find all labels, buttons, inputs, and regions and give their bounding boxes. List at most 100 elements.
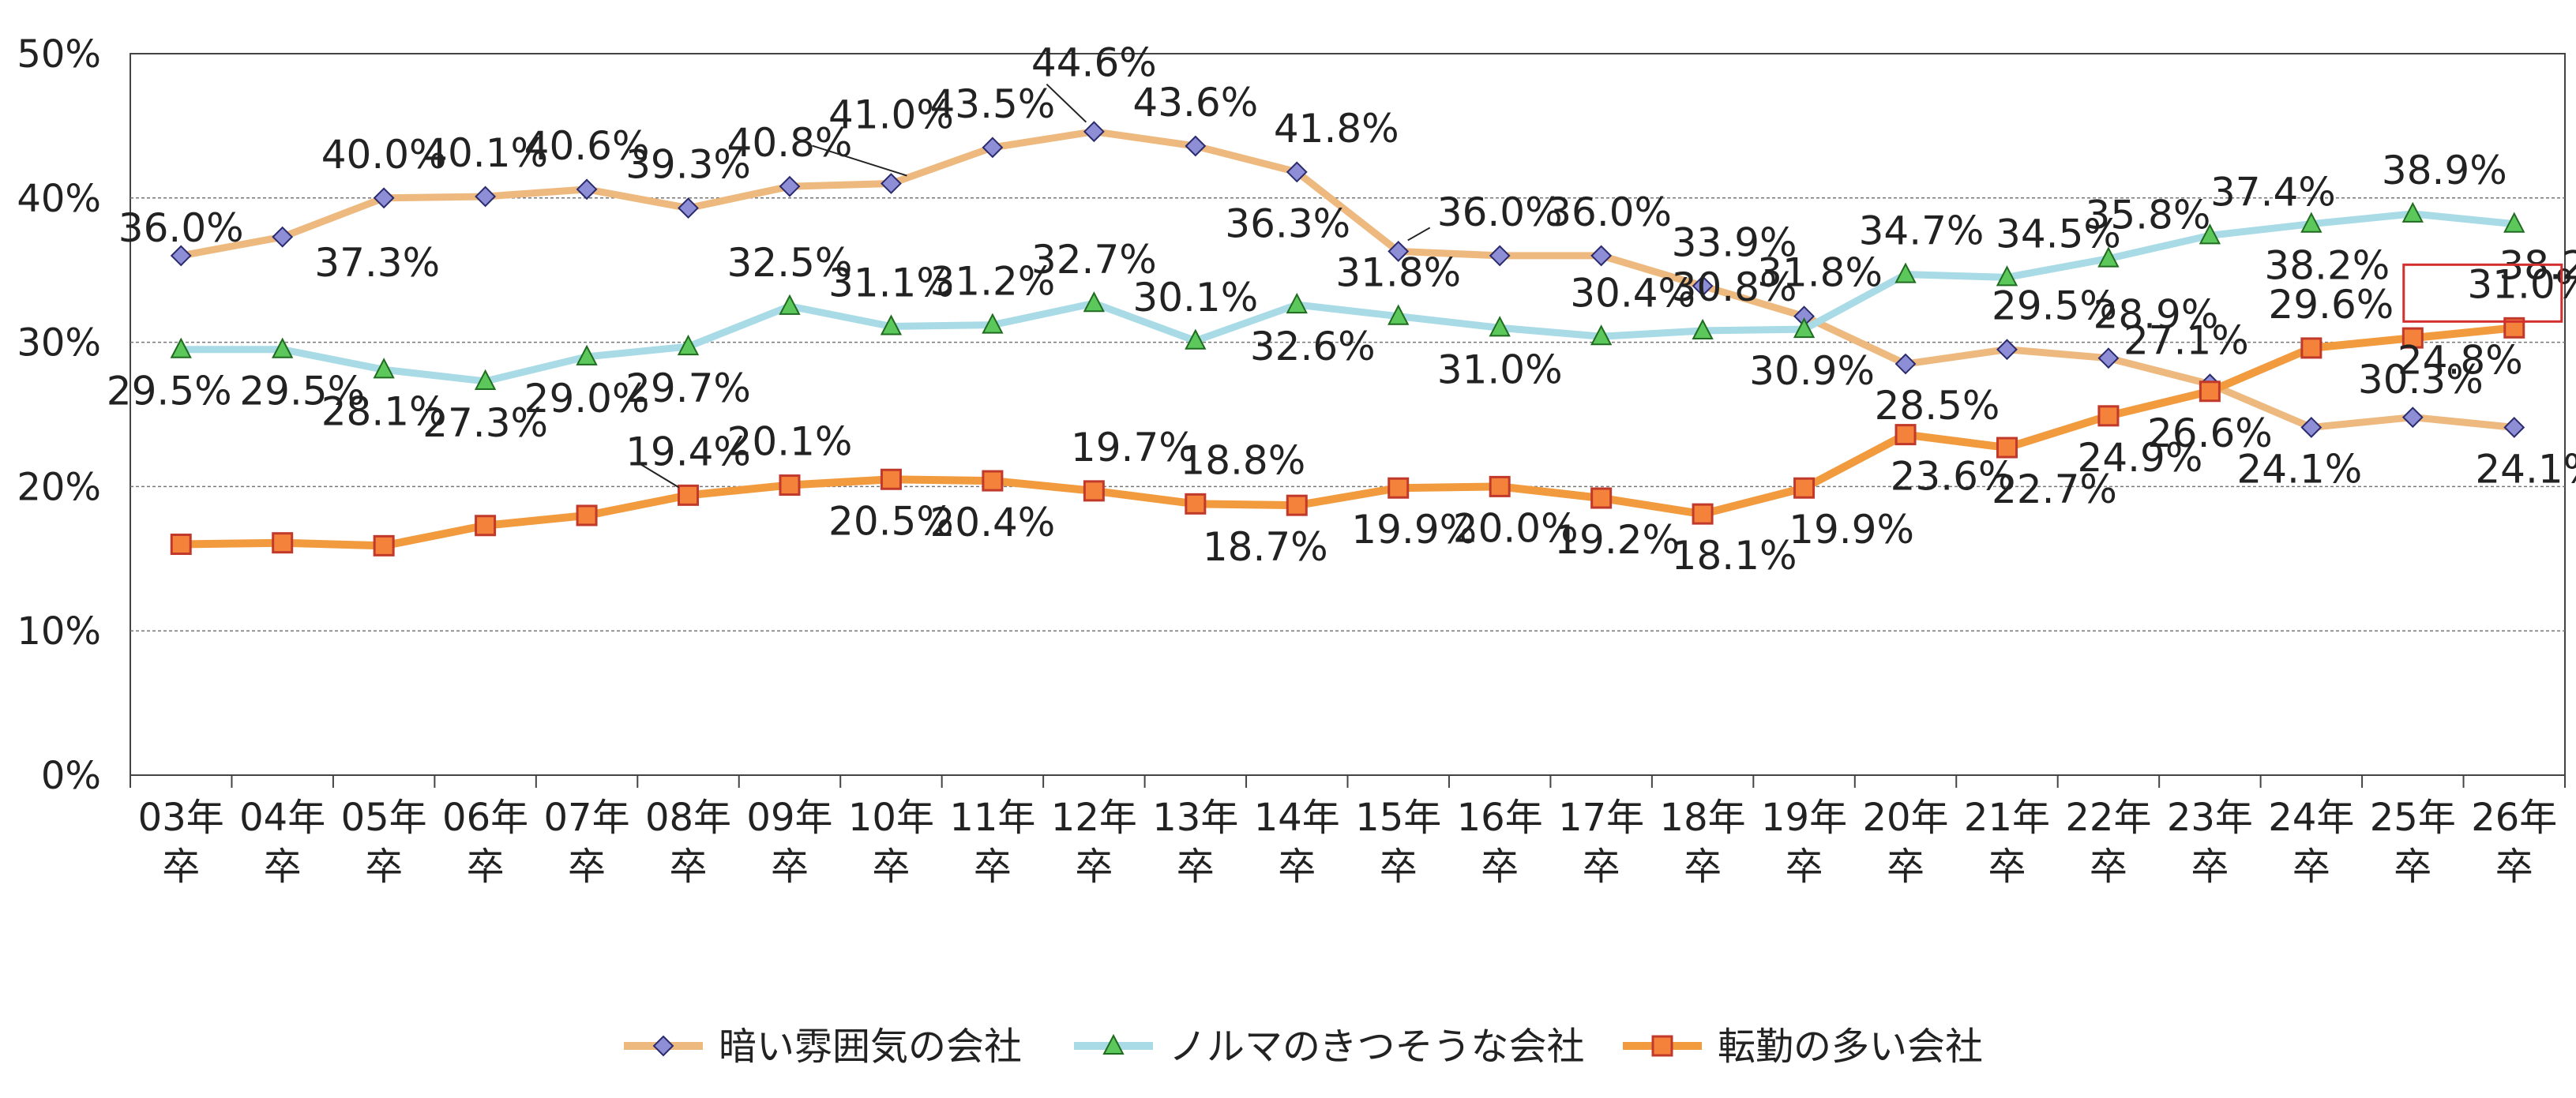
data-point-gloomy-atmosphere — [272, 226, 294, 248]
legend-label: 暗い雰囲気の会社 — [719, 1025, 1022, 1069]
legend-marker — [652, 1035, 674, 1057]
data-point-frequent-transfer — [1793, 477, 1816, 499]
x-tick-label: 09年卒 — [746, 796, 832, 889]
x-tick-label: 11年卒 — [949, 796, 1035, 889]
data-point-gloomy-atmosphere — [982, 137, 1004, 159]
y-tick-label: 30% — [17, 321, 101, 365]
x-tick-label: 22年卒 — [2065, 796, 2151, 889]
data-point-frequent-transfer — [2401, 327, 2424, 349]
legend-marker — [1102, 1033, 1125, 1055]
x-tick-label: 05年卒 — [341, 796, 427, 889]
data-label: 32.7% — [1031, 237, 1157, 283]
data-point-frequent-transfer — [678, 484, 700, 506]
data-label: 30.4% — [1570, 270, 1695, 316]
data-point-frequent-transfer — [880, 468, 902, 490]
data-label: 19.7% — [1071, 425, 1196, 470]
data-label: 20.1% — [727, 419, 853, 465]
data-point-gloomy-atmosphere — [2503, 417, 2525, 438]
data-point-frequent-transfer — [2199, 380, 2221, 403]
data-label: 34.7% — [1859, 208, 1985, 254]
data-point-frequent-transfer — [272, 532, 294, 554]
data-point-gloomy-atmosphere — [1185, 135, 1207, 157]
data-label: 20.0% — [1453, 505, 1579, 551]
data-label: 41.8% — [1274, 106, 1399, 152]
x-tick-label: 26年卒 — [2471, 796, 2557, 889]
data-label: 30.8% — [1672, 264, 1797, 310]
data-point-harsh-quota — [1894, 262, 1917, 283]
data-point-gloomy-atmosphere — [1286, 161, 1308, 183]
data-point-gloomy-atmosphere — [1996, 339, 2018, 361]
data-point-gloomy-atmosphere — [1388, 241, 1410, 262]
data-label: 38.2% — [2264, 243, 2390, 289]
data-point-gloomy-atmosphere — [373, 187, 395, 209]
x-tick-label: 25年卒 — [2370, 796, 2456, 889]
data-point-frequent-transfer — [2300, 337, 2323, 359]
x-tick-label: 04年卒 — [239, 796, 325, 889]
series-line-gloomy-atmosphere — [180, 128, 2515, 431]
data-label: 19.9% — [1351, 507, 1477, 553]
x-tick-label: 23年卒 — [2167, 796, 2253, 889]
series-line-frequent-transfer — [181, 324, 2515, 550]
data-point-gloomy-atmosphere — [2300, 417, 2323, 438]
data-point-gloomy-atmosphere — [475, 185, 497, 208]
x-tick-label: 06年卒 — [442, 796, 528, 889]
data-label: 37.4% — [2210, 169, 2336, 215]
data-point-harsh-quota — [1083, 291, 1106, 313]
y-tick-label: 40% — [17, 177, 101, 221]
data-point-harsh-quota — [779, 294, 801, 315]
data-label: 27.3% — [422, 400, 548, 446]
data-label: 19.2% — [1554, 517, 1680, 563]
data-point-gloomy-atmosphere — [170, 245, 192, 267]
data-point-frequent-transfer — [373, 534, 395, 556]
data-label: 34.5% — [1996, 211, 2121, 257]
data-label: 29.5% — [239, 369, 365, 414]
label-leader-line — [1046, 83, 1087, 123]
data-label: 44.6% — [1031, 40, 1157, 86]
data-point-frequent-transfer — [982, 470, 1004, 492]
y-tick-label: 20% — [17, 465, 101, 509]
data-label: 39.3% — [625, 142, 751, 188]
data-label: 31.0% — [2467, 261, 2576, 307]
data-point-gloomy-atmosphere — [1489, 245, 1511, 267]
x-tick-label: 16年卒 — [1457, 796, 1543, 889]
data-point-harsh-quota — [1590, 324, 1613, 346]
data-point-gloomy-atmosphere — [1590, 245, 1613, 267]
data-label: 43.6% — [1132, 80, 1258, 126]
data-label: 29.7% — [625, 365, 751, 411]
data-point-harsh-quota — [1996, 265, 2018, 287]
label-leader-line — [1407, 227, 1431, 242]
series-line-harsh-quota — [181, 210, 2515, 385]
data-label: 36.3% — [1225, 200, 1350, 246]
data-label: 32.6% — [1250, 324, 1376, 369]
data-label: 29.5% — [107, 369, 232, 414]
data-point-frequent-transfer — [1286, 494, 1308, 516]
x-tick-label: 03年卒 — [138, 796, 224, 889]
data-point-harsh-quota — [2199, 223, 2221, 245]
data-label: 40.0% — [321, 132, 447, 178]
data-point-frequent-transfer — [1590, 487, 1613, 509]
data-label: 22.7% — [1992, 467, 2117, 512]
data-point-gloomy-atmosphere — [881, 173, 902, 194]
y-tick-label: 50% — [17, 32, 101, 77]
data-label: 37.3% — [314, 240, 440, 286]
data-label: 19.9% — [1789, 507, 1914, 553]
x-tick-label: 17年卒 — [1558, 796, 1644, 889]
data-label: 24.1% — [2475, 446, 2576, 492]
data-label: 40.6% — [524, 123, 650, 169]
data-label: 36.0% — [1437, 189, 1563, 235]
x-tick-label: 24年卒 — [2268, 796, 2354, 889]
data-point-frequent-transfer — [1388, 477, 1410, 499]
data-point-harsh-quota — [2401, 201, 2424, 223]
data-label: 29.0% — [524, 376, 650, 422]
data-point-frequent-transfer — [1996, 437, 2018, 459]
data-label: 26.6% — [2147, 410, 2273, 456]
data-point-harsh-quota — [1793, 317, 1816, 339]
label-leader-line — [812, 144, 907, 177]
data-label: 20.4% — [929, 500, 1055, 545]
data-point-frequent-transfer — [170, 534, 192, 556]
data-label: 40.8% — [727, 120, 853, 166]
legend-label: 転勤の多い会社 — [1718, 1025, 1983, 1069]
data-point-gloomy-atmosphere — [678, 197, 699, 219]
x-tick-label: 08年卒 — [645, 796, 731, 889]
data-point-gloomy-atmosphere — [1083, 121, 1105, 143]
